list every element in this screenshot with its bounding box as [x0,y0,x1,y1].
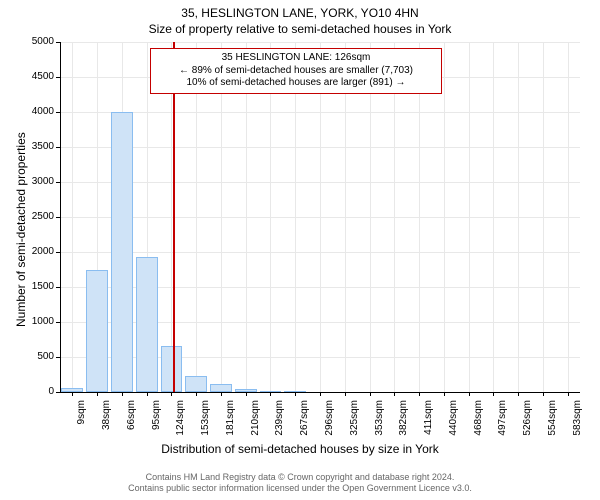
annotation-line2: ← 89% of semi-detached houses are smalle… [161,65,431,78]
y-axis [60,42,61,392]
histogram-bar [161,346,183,392]
attribution-text: Contains HM Land Registry data © Crown c… [0,472,600,495]
gridline-v [518,42,519,392]
chart-subtitle: Size of property relative to semi-detach… [0,22,600,36]
histogram-bar [136,257,158,392]
gridline-v [568,42,569,392]
y-tick-label: 1000 [22,316,54,327]
gridline-v [493,42,494,392]
gridline-v [246,42,247,392]
y-tick-label: 4500 [22,71,54,82]
x-tick-label: 95sqm [151,400,162,448]
y-tick-label: 500 [22,351,54,362]
x-tick-label: 153sqm [200,400,211,448]
y-tick-label: 3000 [22,176,54,187]
chart-plot-area [60,42,580,392]
histogram-bar [210,384,232,392]
gridline-v [295,42,296,392]
annotation-line1: 35 HESLINGTON LANE: 126sqm [161,52,431,65]
gridline-v [543,42,544,392]
attribution-line2: Contains public sector information licen… [0,483,600,494]
y-tick-label: 1500 [22,281,54,292]
x-tick-label: 554sqm [547,400,558,448]
x-tick-label: 66sqm [126,400,137,448]
gridline-v [221,42,222,392]
x-tick-label: 583sqm [572,400,583,448]
x-tick-label: 353sqm [374,400,385,448]
gridline-v [469,42,470,392]
attribution-line1: Contains HM Land Registry data © Crown c… [0,472,600,483]
x-tick-label: 124sqm [175,400,186,448]
gridline-v [196,42,197,392]
reference-annotation-box: 35 HESLINGTON LANE: 126sqm ← 89% of semi… [150,48,442,94]
gridline-v [320,42,321,392]
y-tick-label: 5000 [22,36,54,47]
x-tick-label: 325sqm [349,400,360,448]
y-axis-label: Number of semi-detached properties [14,132,28,327]
y-tick-label: 3500 [22,141,54,152]
gridline-v [394,42,395,392]
gridline-v [345,42,346,392]
x-axis [60,392,580,393]
gridline-v [270,42,271,392]
x-tick-label: 411sqm [423,400,434,448]
x-tick-label: 9sqm [76,400,87,448]
x-tick-label: 468sqm [473,400,484,448]
gridline-v [171,42,172,392]
x-tick-label: 181sqm [225,400,236,448]
y-tick-label: 2500 [22,211,54,222]
histogram-bar [111,112,133,392]
x-tick-label: 38sqm [101,400,112,448]
annotation-line3: 10% of semi-detached houses are larger (… [161,77,431,90]
x-tick-label: 497sqm [497,400,508,448]
x-tick-label: 440sqm [448,400,459,448]
y-tick-label: 4000 [22,106,54,117]
gridline-v [419,42,420,392]
x-tick-label: 526sqm [522,400,533,448]
gridline-v [444,42,445,392]
gridline-v [370,42,371,392]
reference-line [173,42,175,392]
gridline-v [72,42,73,392]
y-tick-label: 2000 [22,246,54,257]
x-tick-label: 296sqm [324,400,335,448]
x-tick-label: 239sqm [274,400,285,448]
y-tick-label: 0 [22,386,54,397]
x-tick-label: 382sqm [398,400,409,448]
x-tick-label: 210sqm [250,400,261,448]
chart-title-address: 35, HESLINGTON LANE, YORK, YO10 4HN [0,6,600,20]
x-tick-label: 267sqm [299,400,310,448]
histogram-bar [86,270,108,393]
histogram-bar [185,376,207,392]
